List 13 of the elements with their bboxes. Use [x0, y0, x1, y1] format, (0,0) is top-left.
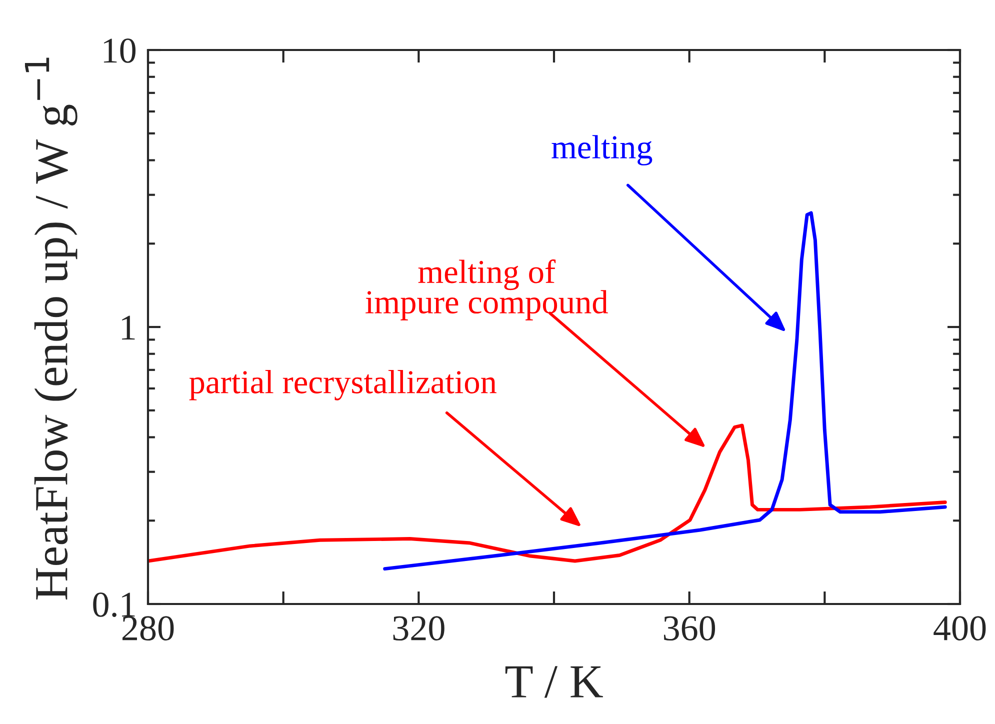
x-axis-title: T / K	[505, 666, 603, 698]
y-tick-label: 1	[122, 316, 135, 340]
line-series	[148, 424, 947, 563]
x-tick-label: 400	[934, 616, 986, 641]
x-tick-label: 360	[664, 616, 716, 641]
annotation: melting	[552, 135, 652, 166]
x-tick-label: 320	[393, 616, 444, 641]
annotation: partial recrystallization	[189, 370, 496, 400]
y-tick-label: 10	[104, 38, 136, 63]
x-tick-label: 280	[122, 616, 174, 641]
y-axis-title: HeatFlow (endo up) / W g$^{−1}$	[24, 58, 78, 600]
y-tick-label: 0.1	[93, 592, 135, 618]
annotation: melting of impure compound	[366, 259, 608, 320]
